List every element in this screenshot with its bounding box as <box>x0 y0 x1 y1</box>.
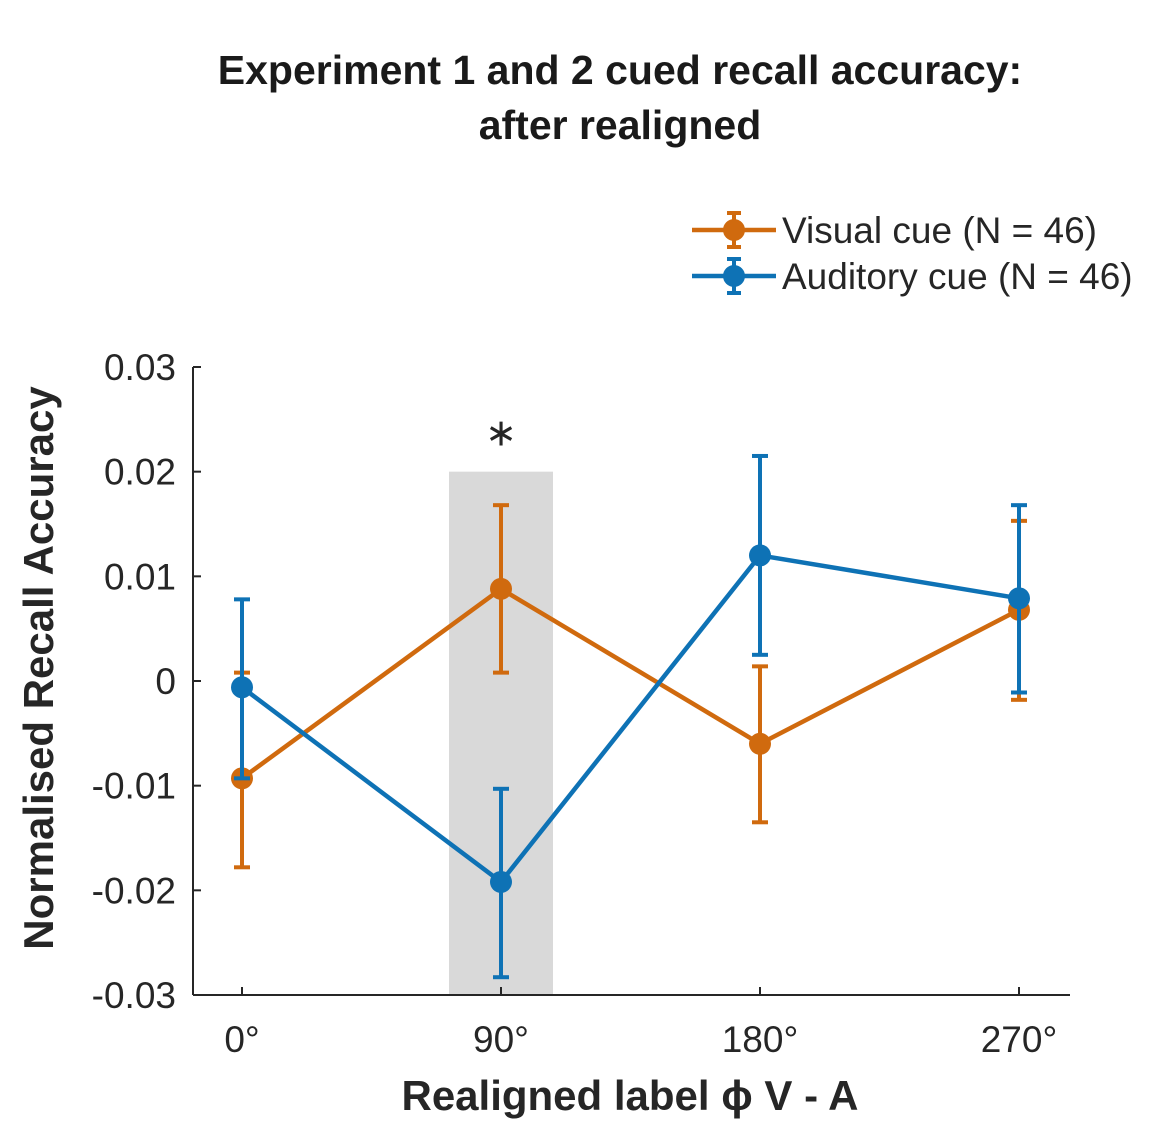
y-axis-label: Normalised Recall Accuracy <box>15 386 62 950</box>
chart-title-line-2: after realigned <box>479 102 762 148</box>
legend-entry: Auditory cue (N = 46) <box>692 256 1133 297</box>
x-ticks: 0° 90° 180° 270° <box>224 987 1057 1060</box>
y-tick-label: 0.03 <box>104 347 176 388</box>
y-tick-label: -0.02 <box>92 870 176 911</box>
series-visual-cue <box>231 503 1030 870</box>
data-point <box>490 577 512 600</box>
data-point <box>231 676 253 699</box>
series-line <box>240 553 1020 885</box>
x-tick-label: 270° <box>981 1019 1058 1060</box>
data-point <box>1008 587 1030 610</box>
annotation-layer: ∗ <box>485 410 517 454</box>
x-tick-label: 180° <box>722 1019 799 1060</box>
data-point <box>490 870 512 893</box>
chart-title-line-1: Experiment 1 and 2 cued recall accuracy: <box>218 47 1022 93</box>
legend: Visual cue (N = 46) Auditory cue (N = 46) <box>692 210 1133 297</box>
series-layer <box>231 453 1030 980</box>
legend-marker <box>723 219 745 241</box>
significance-marker: ∗ <box>485 410 517 454</box>
data-point <box>749 544 771 567</box>
legend-marker <box>723 265 745 287</box>
y-tick-label: 0.02 <box>104 452 176 493</box>
legend-label: Visual cue (N = 46) <box>782 210 1097 251</box>
legend-entry: Visual cue (N = 46) <box>692 210 1097 251</box>
series-line <box>240 586 1021 781</box>
x-axis-label: Realigned label ϕ V - A <box>401 1072 858 1119</box>
x-tick-label: 90° <box>473 1019 529 1060</box>
y-tick-label: -0.01 <box>92 766 176 807</box>
y-tick-label: 0.01 <box>104 556 176 597</box>
series-auditory-cue <box>231 453 1030 980</box>
y-ticks: 0.03 0.02 0.01 0 -0.01 -0.02 -0.03 <box>92 347 201 1016</box>
x-tick-label: 0° <box>224 1019 259 1060</box>
y-tick-label: 0 <box>155 661 176 702</box>
y-tick-label: -0.03 <box>92 975 176 1016</box>
legend-label: Auditory cue (N = 46) <box>782 256 1133 297</box>
data-point <box>749 732 771 755</box>
